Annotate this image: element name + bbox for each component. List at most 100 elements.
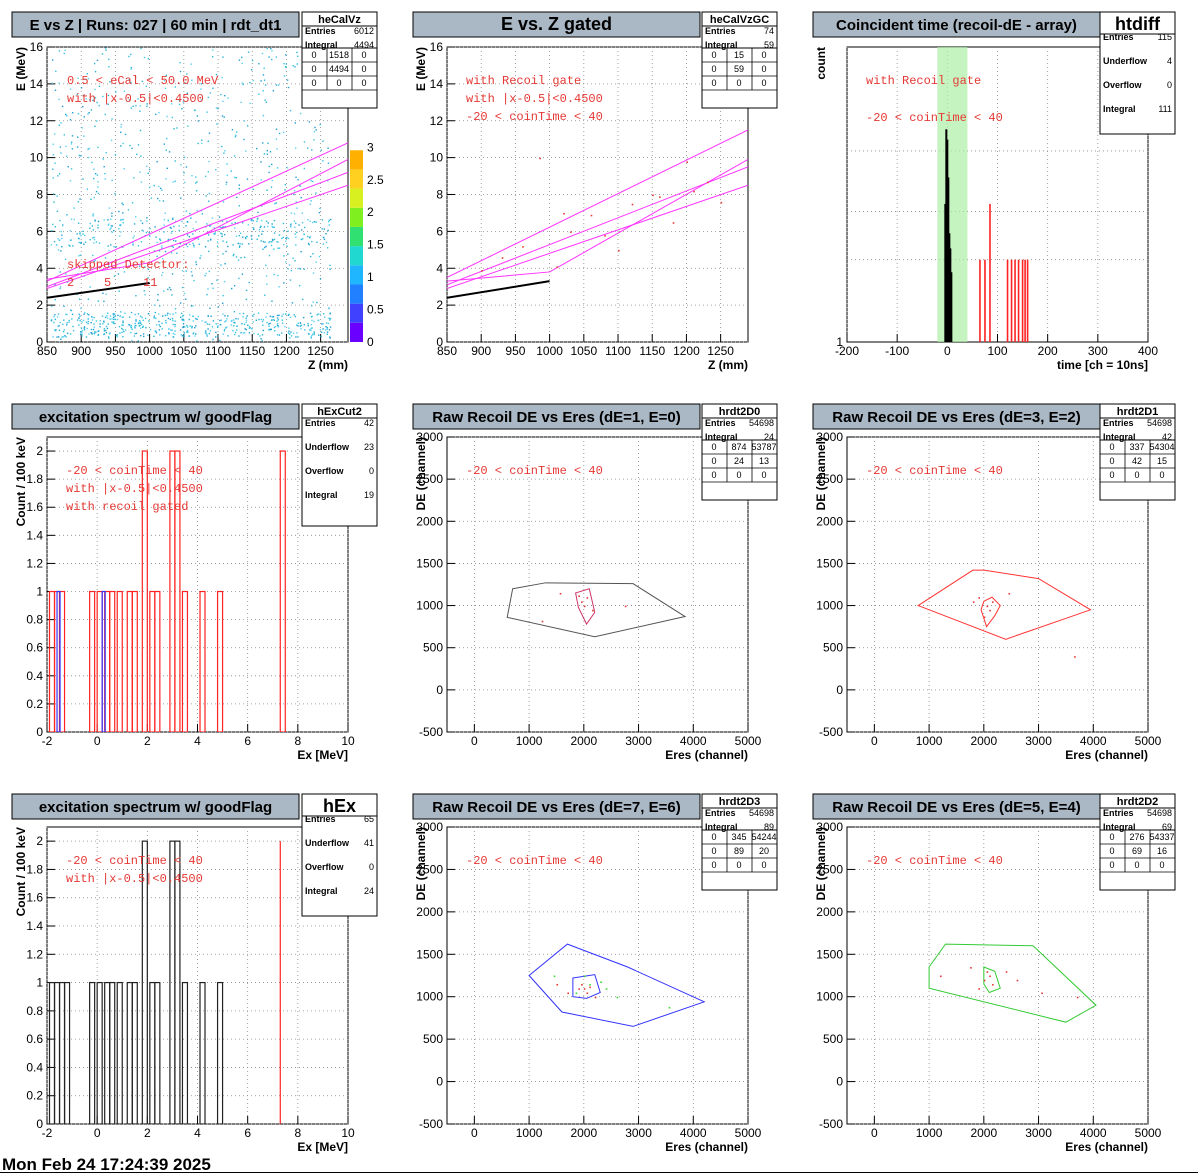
data-point (290, 335, 293, 337)
data-point (296, 324, 298, 326)
data-point (277, 317, 279, 319)
data-point (87, 314, 90, 316)
histogram-bar (950, 272, 953, 342)
data-point (135, 324, 137, 327)
data-point (136, 153, 138, 156)
data-point (145, 85, 147, 88)
data-point (78, 298, 81, 300)
data-point (97, 227, 99, 229)
data-point (190, 305, 193, 307)
data-point (82, 106, 84, 108)
data-point (96, 174, 99, 176)
data-point (163, 79, 166, 82)
data-point (216, 241, 219, 243)
data-point (61, 336, 63, 338)
data-point (292, 257, 294, 260)
colorbar-tick-label: 0 (367, 335, 374, 349)
data-point (220, 232, 222, 234)
data-point (92, 237, 94, 239)
data-point (260, 338, 262, 340)
data-point (187, 331, 189, 333)
data-point (541, 620, 544, 623)
data-point (150, 197, 153, 199)
data-point (276, 148, 278, 150)
data-point (214, 232, 216, 234)
data-point (225, 327, 227, 329)
data-point (268, 165, 270, 168)
annotation: with |x-0.5|<0.4500 (67, 92, 204, 106)
timestamp: Mon Feb 24 17:24:39 2025 (2, 1155, 211, 1174)
data-point (155, 113, 157, 116)
data-point (159, 262, 161, 264)
x-tick-label: -100 (885, 344, 909, 358)
histogram-bar (174, 840, 181, 1124)
data-point (258, 93, 260, 95)
data-point (167, 238, 170, 241)
data-point (83, 329, 86, 331)
data-point (559, 592, 562, 595)
data-point (270, 328, 272, 331)
data-point (284, 189, 286, 191)
data-point (108, 337, 110, 339)
data-point (78, 255, 80, 257)
data-point (60, 152, 62, 154)
data-point (107, 336, 110, 338)
data-point (165, 319, 167, 322)
y-tick-label: 3000 (416, 430, 443, 444)
data-point (54, 133, 56, 135)
x-tick-label: 6 (244, 734, 251, 748)
stats-row-label: Integral (1103, 104, 1136, 114)
data-point (262, 240, 265, 243)
data-point (134, 313, 136, 316)
data-point (226, 220, 228, 222)
data-point (275, 138, 278, 140)
data-point (307, 322, 309, 325)
data-point (251, 328, 253, 330)
data-point (285, 66, 287, 68)
data-point (158, 313, 160, 315)
data-point (195, 176, 197, 178)
data-point (119, 235, 121, 237)
data-point (317, 313, 319, 315)
gate-polygon (928, 943, 1097, 1023)
data-point (570, 231, 572, 233)
data-point (252, 227, 255, 229)
data-point (174, 180, 176, 183)
data-point (307, 219, 309, 221)
y-tick-label: 2500 (416, 472, 443, 486)
data-point (225, 320, 227, 322)
data-point (147, 172, 149, 175)
data-point (286, 167, 289, 169)
data-point (325, 322, 328, 324)
data-point (183, 292, 186, 295)
data-point (182, 326, 184, 329)
data-point (58, 82, 60, 84)
data-point (307, 242, 310, 245)
data-point (659, 196, 661, 198)
data-point (245, 319, 248, 321)
chart-title: E vs Z | Runs: 027 | 60 min | rdt_dt1 (30, 17, 282, 34)
x-tick-label: 2000 (570, 734, 597, 748)
y-tick-label: 0.4 (26, 1060, 43, 1074)
stats-name: heCalVzGC (710, 14, 769, 26)
data-point (215, 168, 217, 171)
data-point (105, 293, 107, 296)
data-point (289, 316, 292, 319)
data-point (108, 333, 111, 335)
y-tick-label: 2 (436, 298, 443, 312)
data-point (133, 223, 136, 225)
data-point (105, 331, 108, 334)
data-point (140, 241, 143, 243)
data-point (85, 321, 88, 323)
data-point (285, 237, 287, 240)
data-point (101, 315, 104, 318)
data-point (257, 333, 259, 336)
data-point (970, 967, 972, 969)
data-point (148, 231, 150, 234)
data-point (63, 52, 65, 55)
data-point (309, 255, 312, 258)
data-point (186, 329, 189, 332)
stats-row-label: Entries (705, 26, 736, 36)
data-point (58, 124, 61, 127)
data-point (62, 335, 65, 338)
